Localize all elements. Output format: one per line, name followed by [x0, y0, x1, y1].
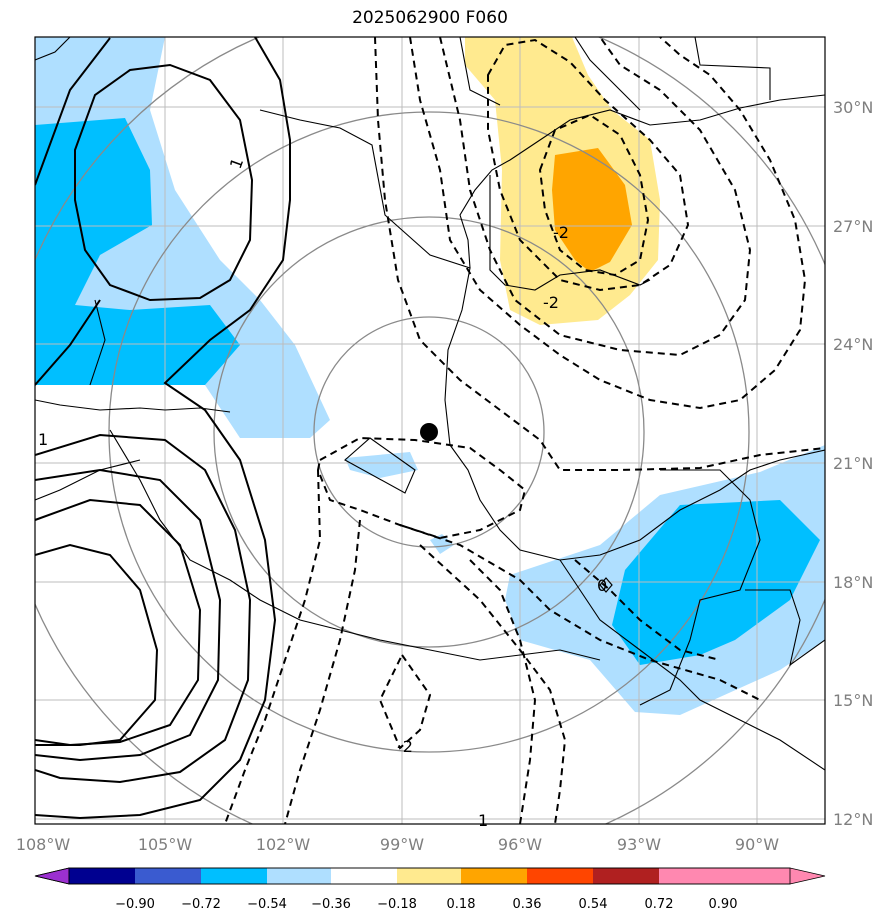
- contours-negative: [224, 37, 825, 824]
- colorbar-tick-label: −0.36: [311, 897, 351, 912]
- contour-zero: [599, 577, 613, 593]
- contour-label: 1: [38, 430, 48, 449]
- lat-tick-label: 18°N: [833, 573, 873, 592]
- colorbar-segment: [69, 868, 135, 884]
- map-frame: [34, 36, 826, 825]
- contours-positive: [35, 37, 291, 820]
- lon-tick-label: 99°W: [380, 835, 424, 854]
- lat-tick-label: 27°N: [833, 217, 873, 236]
- colorbar-segment: [397, 868, 461, 884]
- contour-label: 0: [597, 576, 607, 595]
- lon-tick-label: 108°W: [16, 835, 71, 854]
- colorbar-tick-label: −0.72: [181, 897, 221, 912]
- lon-tick-label: 102°W: [256, 835, 311, 854]
- longitude-tick-labels: 108°W 105°W 102°W 99°W 96°W 93°W 90°W: [16, 835, 779, 854]
- lat-tick-label: 12°N: [833, 810, 873, 829]
- colorbar-segment: [201, 868, 267, 884]
- lon-tick-label: 105°W: [138, 835, 193, 854]
- colorbar-tick-label: 0.72: [645, 897, 674, 912]
- range-rings: [35, 37, 825, 824]
- latitude-tick-labels: 30°N 27°N 24°N 21°N 18°N 15°N 12°N: [833, 98, 873, 829]
- colorbar-tick-label: 0.90: [709, 897, 738, 912]
- colorbar-tick-label: −0.54: [247, 897, 287, 912]
- colorbar-segment: [461, 868, 527, 884]
- colorbar-segment: [527, 868, 593, 884]
- coastlines-borders: [35, 37, 825, 771]
- colorbar-segment: [659, 868, 723, 884]
- contour-label: -2: [543, 293, 559, 312]
- lon-tick-label: 96°W: [498, 835, 542, 854]
- colorbar-segment: [135, 868, 201, 884]
- colorbar-tick-label: −0.90: [115, 897, 155, 912]
- contour-label: -2: [397, 737, 413, 756]
- lat-tick-label: 15°N: [833, 691, 873, 710]
- colorbar-segment: [593, 868, 659, 884]
- colorbar-tick-label: 0.54: [579, 897, 608, 912]
- lat-tick-label: 30°N: [833, 98, 873, 117]
- colorbar-extend-low: [34, 867, 70, 885]
- colorbar-extend-high: [723, 868, 825, 884]
- contour-label: -2: [553, 223, 569, 242]
- storm-center-marker: [420, 423, 438, 441]
- contour-label: 1: [478, 811, 488, 830]
- colorbar-tick-label: 0.18: [447, 897, 476, 912]
- lon-tick-label: 93°W: [617, 835, 661, 854]
- colorbar-tick-label: −0.18: [377, 897, 417, 912]
- lon-tick-label: 90°W: [735, 835, 779, 854]
- colorbar-tick-label: 0.36: [513, 897, 542, 912]
- graticule: [35, 37, 825, 824]
- colorbar-segment: [331, 868, 397, 884]
- colorbar-segment: [267, 868, 331, 884]
- lat-tick-label: 24°N: [833, 335, 873, 354]
- lat-tick-label: 21°N: [833, 454, 873, 473]
- map-title: 2025062900 F060: [352, 8, 508, 28]
- colorbar: −0.90 −0.72 −0.54 −0.36 −0.18 0.18 0.36 …: [34, 867, 826, 912]
- filled-field-orange: [552, 148, 632, 272]
